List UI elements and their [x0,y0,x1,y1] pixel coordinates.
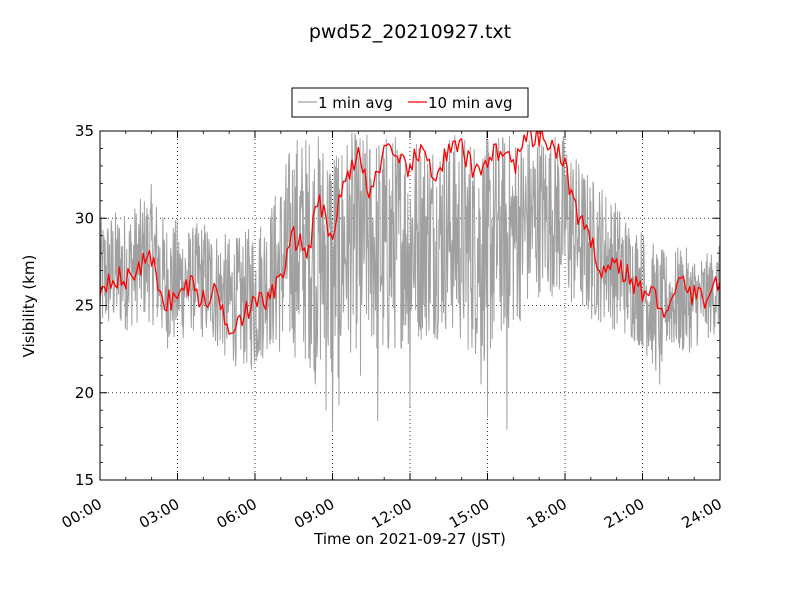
y-tick-label: 15 [75,471,94,489]
legend-label-1min: 1 min avg [318,94,393,112]
legend: 1 min avg 10 min avg [291,87,529,118]
y-tick-label: 30 [75,209,94,227]
y-tick-label: 25 [75,297,94,315]
series-line-1min-avg [100,131,720,432]
legend-label-10min: 10 min avg [428,94,513,112]
y-axis-label: Visibility (km) [20,255,38,358]
y-tick-label: 20 [75,384,94,402]
chart-title: pwd52_20210927.txt [309,21,511,43]
series-line-10min-avg [100,131,720,335]
x-axis-label: Time on 2021-09-27 (JST) [313,530,506,548]
y-tick-label: 35 [75,122,94,140]
plot-area [100,131,720,432]
